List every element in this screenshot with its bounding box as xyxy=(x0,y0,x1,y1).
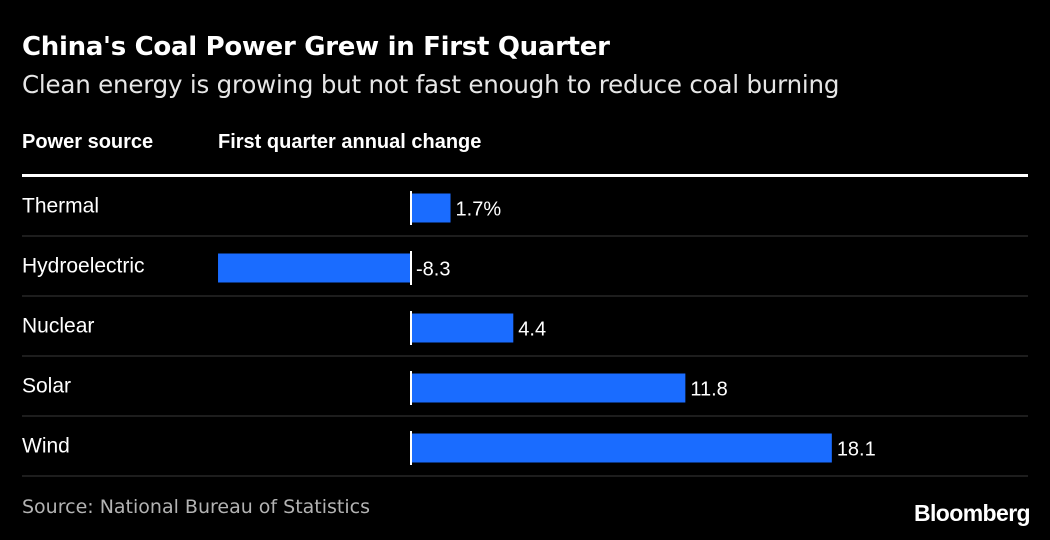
category-label: Wind xyxy=(22,435,70,458)
category-label: Solar xyxy=(22,375,71,398)
value-label: 1.7% xyxy=(456,198,502,220)
column-header-power-source: Power source xyxy=(22,131,154,153)
bloomberg-logo: Bloomberg xyxy=(914,500,1031,526)
chart-subtitle: Clean energy is growing but not fast eno… xyxy=(22,70,840,99)
chart-title: China's Coal Power Grew in First Quarter xyxy=(22,32,610,62)
source-note: Source: National Bureau of Statistics xyxy=(22,496,371,518)
value-label: -8.3 xyxy=(416,258,450,280)
value-label: 18.1 xyxy=(837,438,876,460)
bar xyxy=(411,373,686,403)
bar xyxy=(411,313,514,343)
value-label: 4.4 xyxy=(518,318,546,340)
header-rule xyxy=(22,174,1028,177)
bar xyxy=(411,433,832,463)
value-label: 11.8 xyxy=(690,378,727,400)
category-label: Nuclear xyxy=(22,315,94,338)
category-label: Thermal xyxy=(22,195,99,218)
bar xyxy=(411,193,451,223)
bar xyxy=(218,253,411,283)
category-label: Hydroelectric xyxy=(22,255,145,278)
column-header-annual-change: First quarter annual change xyxy=(218,131,482,153)
